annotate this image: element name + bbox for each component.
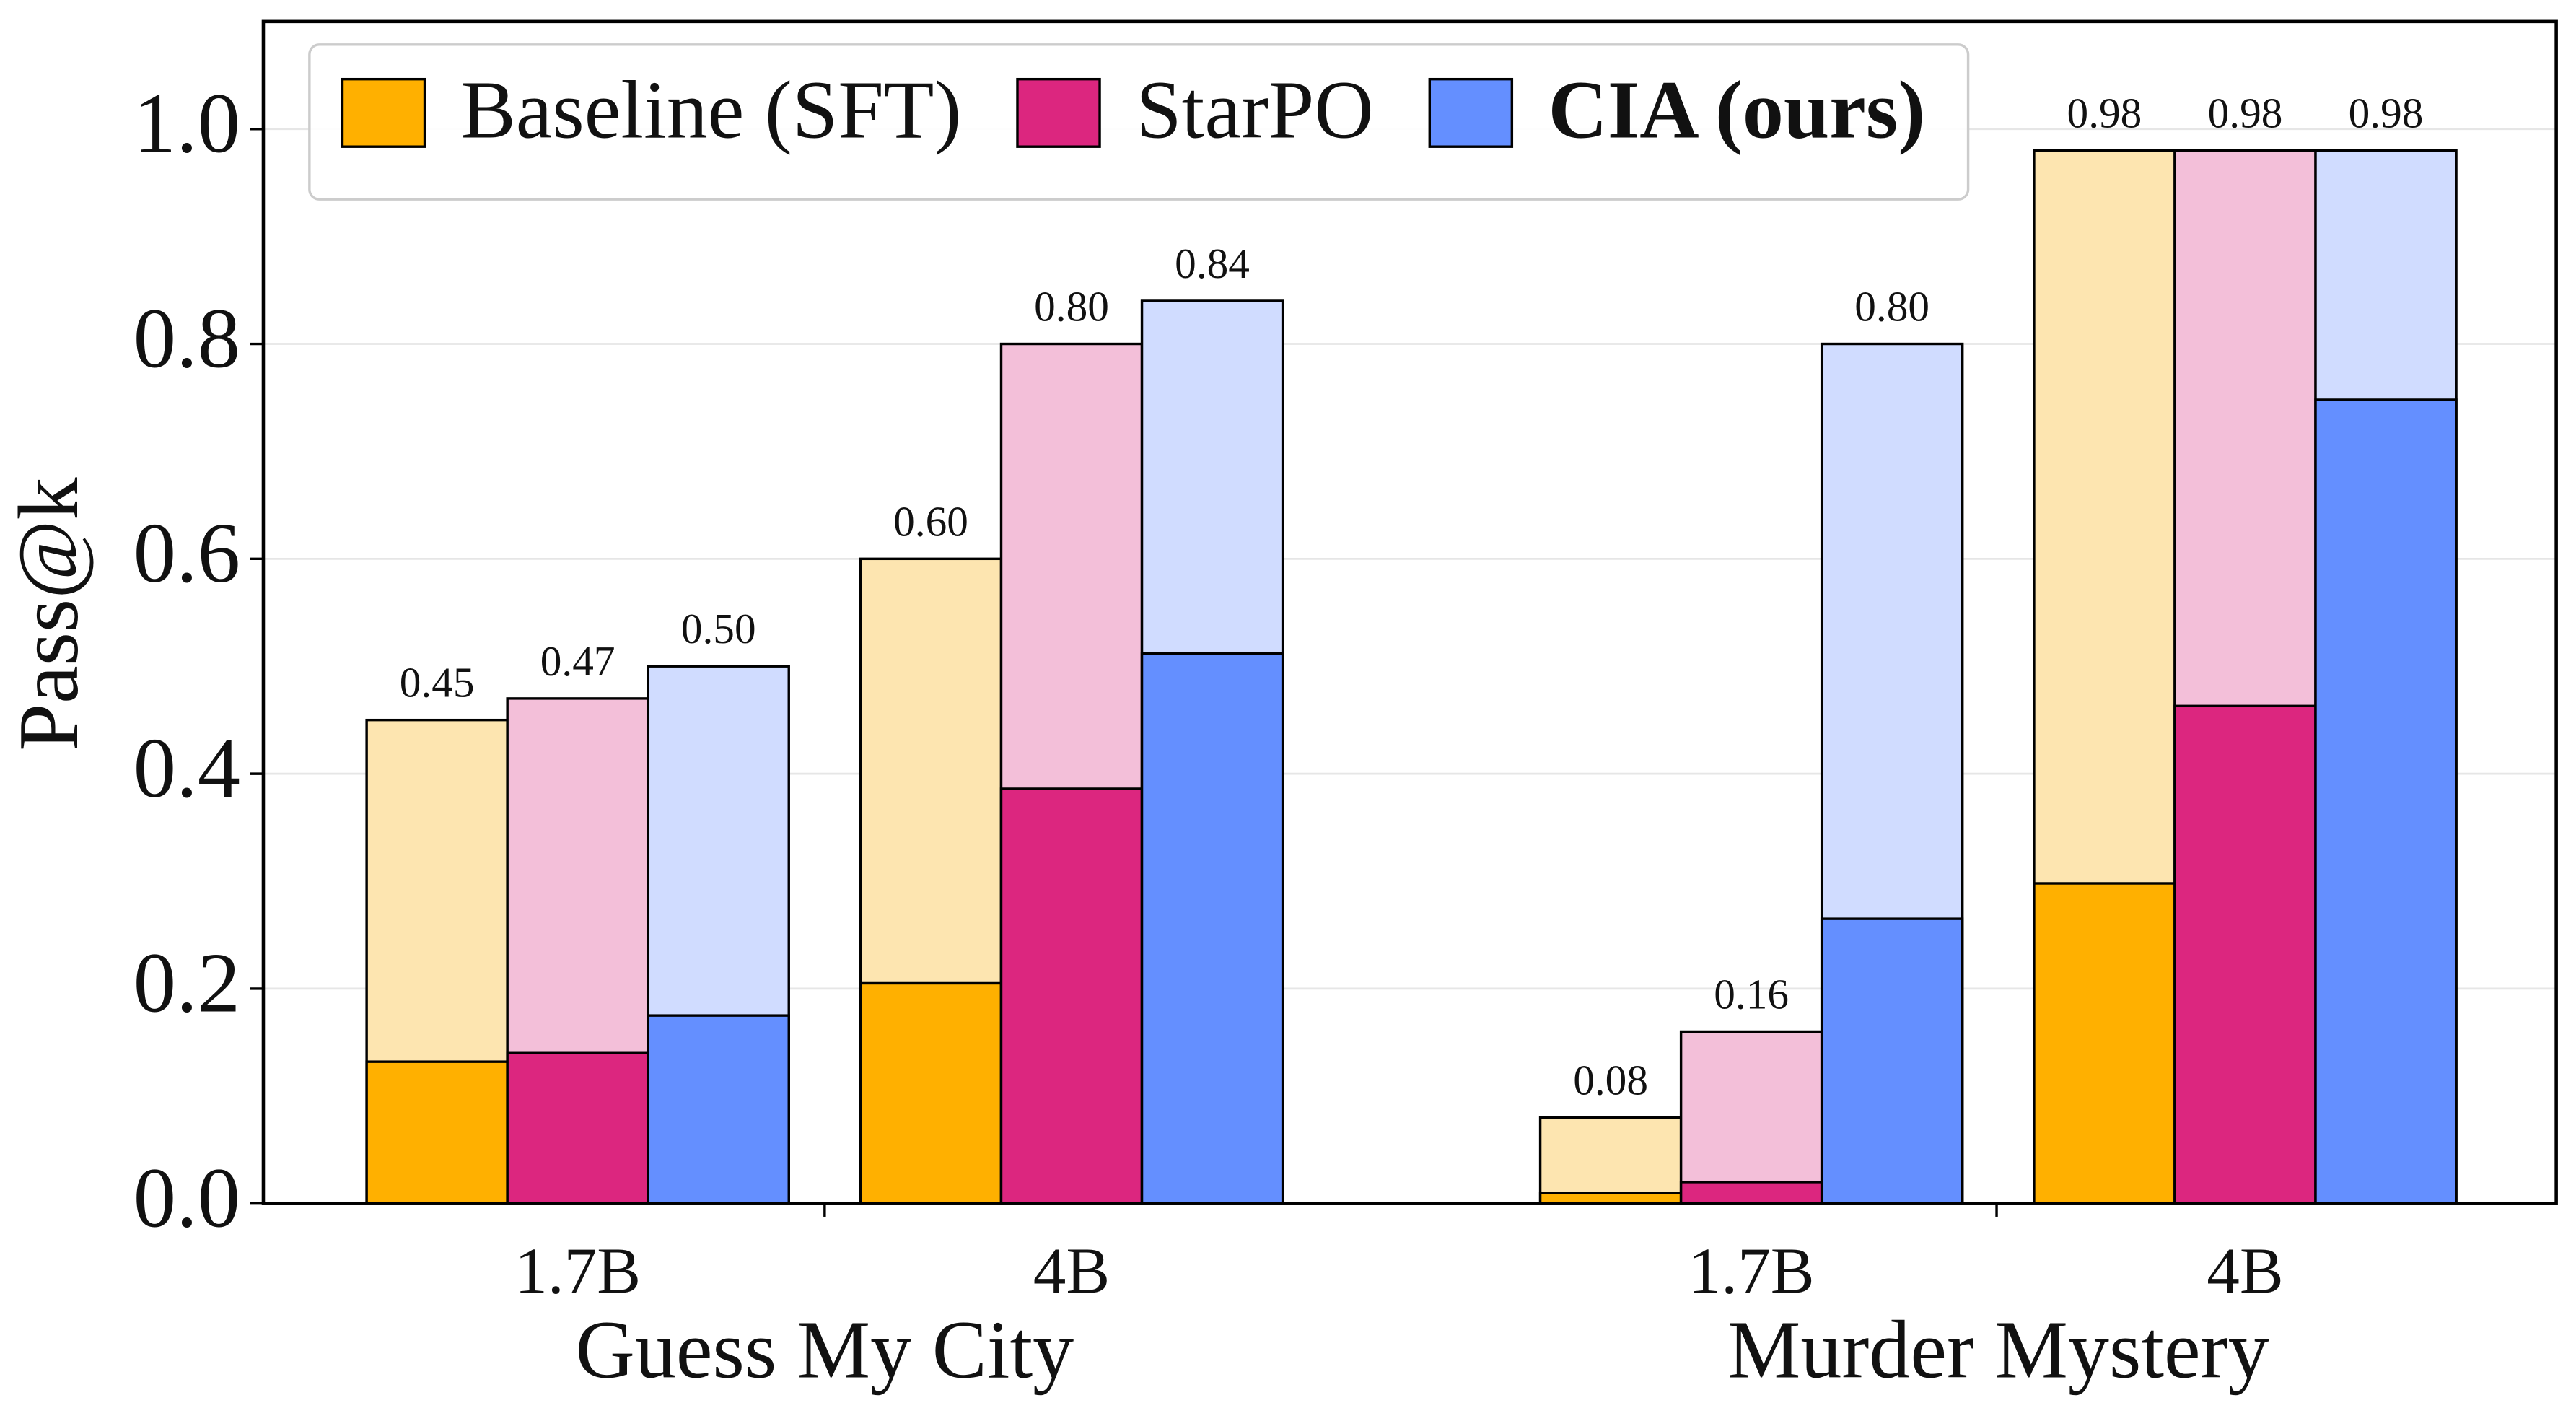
y-tick-label: 0.6 bbox=[133, 505, 240, 600]
x-tick-label: 4B bbox=[1033, 1234, 1110, 1307]
bar-base bbox=[2314, 398, 2458, 1205]
bar-base bbox=[1140, 652, 1284, 1205]
legend-label: CIA (ours) bbox=[1548, 64, 1926, 156]
value-label: 0.50 bbox=[681, 605, 756, 652]
y-tick-label: 0.0 bbox=[133, 1150, 240, 1245]
bar-base bbox=[506, 1051, 649, 1205]
bar-base bbox=[999, 787, 1144, 1205]
bar-total bbox=[1538, 1116, 1683, 1205]
value-label: 0.98 bbox=[2067, 89, 2142, 137]
legend-label: StarPO bbox=[1136, 64, 1374, 156]
value-label: 0.47 bbox=[540, 637, 615, 685]
value-label: 0.84 bbox=[1175, 240, 1250, 287]
legend-label: Baseline (SFT) bbox=[461, 64, 962, 156]
bar-base bbox=[365, 1060, 509, 1205]
labels: 0.0 0.2 0.4 0.6 0.8 1.0 1.7B 0.45 0.47 0.50 4B 0.60… bbox=[133, 76, 2424, 1396]
x-tick-label: 4B bbox=[2207, 1234, 2283, 1307]
y-tick-label: 0.2 bbox=[133, 935, 240, 1031]
x-tick-label: 1.7B bbox=[1688, 1234, 1815, 1307]
value-label: 0.45 bbox=[400, 659, 475, 707]
bars bbox=[365, 149, 2458, 1205]
bar-base bbox=[2033, 882, 2176, 1205]
legend-box bbox=[308, 43, 1970, 201]
value-label: 0.08 bbox=[1573, 1057, 1648, 1104]
group-label: Guess My City bbox=[576, 1303, 1074, 1395]
legend: Baseline (SFT) StarPO CIA (ours) bbox=[308, 43, 1970, 201]
value-label: 0.98 bbox=[2208, 89, 2283, 137]
value-label: 0.80 bbox=[1034, 283, 1109, 331]
bar-base bbox=[1820, 917, 1964, 1205]
legend-swatch bbox=[1428, 77, 1514, 148]
legend-swatch bbox=[341, 77, 426, 148]
value-label: 0.16 bbox=[1714, 970, 1789, 1018]
legend-swatch bbox=[1016, 77, 1101, 148]
group-label: Murder Mystery bbox=[1727, 1303, 2269, 1395]
x-tick-label: 1.7B bbox=[514, 1234, 641, 1307]
bar-base bbox=[2173, 704, 2317, 1205]
bar-base bbox=[859, 981, 1003, 1205]
bar-base bbox=[1679, 1181, 1823, 1205]
value-label: 0.98 bbox=[2349, 89, 2424, 137]
y-tick-label: 0.4 bbox=[133, 720, 240, 816]
y-tick-label: 1.0 bbox=[133, 76, 240, 171]
y-axis-label: Pass@k bbox=[1, 477, 96, 751]
value-label: 0.60 bbox=[893, 497, 968, 545]
bar-base bbox=[647, 1014, 790, 1205]
bar-total bbox=[1679, 1030, 1823, 1205]
y-tick-label: 0.8 bbox=[133, 290, 240, 385]
value-label: 0.80 bbox=[1854, 283, 1929, 331]
plot-frame bbox=[261, 19, 2558, 1205]
